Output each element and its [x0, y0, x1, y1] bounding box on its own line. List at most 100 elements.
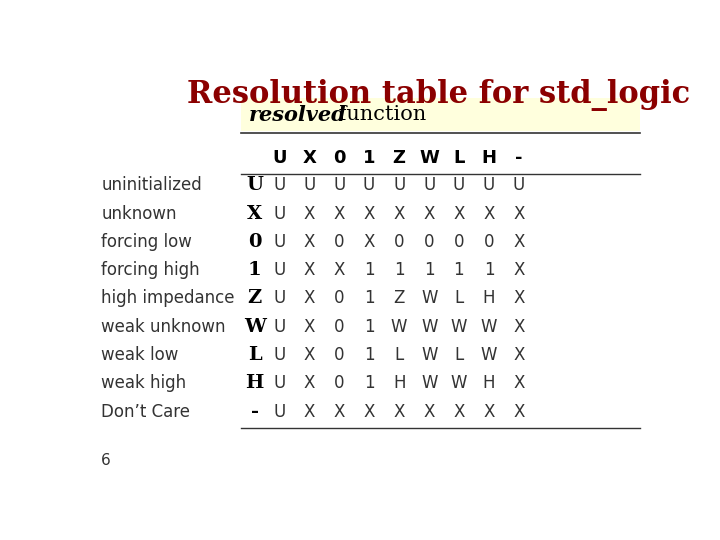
Text: W: W: [451, 318, 467, 336]
Text: X: X: [334, 403, 345, 421]
Text: -: -: [516, 150, 523, 167]
Text: 6: 6: [101, 453, 111, 468]
Text: L: L: [248, 346, 261, 364]
Text: H: H: [393, 374, 405, 392]
Text: X: X: [513, 261, 525, 279]
Text: U: U: [453, 177, 465, 194]
Text: X: X: [364, 233, 374, 251]
Text: uninitialized: uninitialized: [101, 177, 202, 194]
Text: X: X: [304, 374, 315, 392]
Text: W: W: [421, 346, 438, 364]
Text: U: U: [274, 233, 286, 251]
Text: U: U: [513, 177, 525, 194]
Text: X: X: [247, 205, 262, 222]
Text: 0: 0: [333, 150, 346, 167]
Text: 0: 0: [424, 233, 434, 251]
Text: U: U: [423, 177, 436, 194]
Text: Resolution table for std_logic: Resolution table for std_logic: [187, 79, 690, 111]
Text: U: U: [274, 177, 286, 194]
Text: X: X: [513, 318, 525, 336]
Text: X: X: [483, 403, 495, 421]
Text: H: H: [482, 150, 497, 167]
Text: X: X: [304, 403, 315, 421]
Text: high impedance: high impedance: [101, 289, 235, 307]
Text: U: U: [303, 177, 315, 194]
Text: Z: Z: [248, 289, 262, 307]
Text: 1: 1: [364, 374, 374, 392]
Text: X: X: [304, 346, 315, 364]
Text: W: W: [391, 318, 408, 336]
Text: U: U: [274, 205, 286, 222]
Text: 1: 1: [364, 318, 374, 336]
Text: Don’t Care: Don’t Care: [101, 403, 190, 421]
Text: W: W: [451, 374, 467, 392]
Text: 0: 0: [334, 233, 345, 251]
Text: 0: 0: [334, 289, 345, 307]
Text: 0: 0: [334, 318, 345, 336]
FancyBboxPatch shape: [240, 98, 639, 131]
Text: X: X: [334, 261, 345, 279]
Text: forcing high: forcing high: [101, 261, 199, 279]
Text: X: X: [393, 403, 405, 421]
Text: X: X: [334, 205, 345, 222]
Text: X: X: [364, 403, 374, 421]
Text: 1: 1: [424, 261, 435, 279]
Text: L: L: [454, 346, 464, 364]
Text: forcing low: forcing low: [101, 233, 192, 251]
Text: 0: 0: [334, 346, 345, 364]
Text: H: H: [246, 374, 264, 392]
Text: X: X: [513, 346, 525, 364]
Text: U: U: [274, 403, 286, 421]
Text: U: U: [393, 177, 405, 194]
Text: W: W: [419, 150, 439, 167]
Text: X: X: [304, 318, 315, 336]
Text: L: L: [454, 289, 464, 307]
Text: W: W: [421, 374, 438, 392]
Text: weak high: weak high: [101, 374, 186, 392]
Text: weak low: weak low: [101, 346, 179, 364]
Text: L: L: [453, 150, 464, 167]
Text: U: U: [246, 177, 263, 194]
Text: 1: 1: [248, 261, 261, 279]
Text: L: L: [395, 346, 404, 364]
Text: 1: 1: [394, 261, 405, 279]
Text: W: W: [421, 289, 438, 307]
Text: X: X: [513, 289, 525, 307]
Text: U: U: [274, 289, 286, 307]
Text: 0: 0: [334, 374, 345, 392]
Text: X: X: [513, 403, 525, 421]
Text: U: U: [274, 374, 286, 392]
Text: unknown: unknown: [101, 205, 176, 222]
Text: resolved: resolved: [249, 105, 347, 125]
Text: U: U: [363, 177, 375, 194]
Text: -: -: [251, 403, 258, 421]
Text: weak unknown: weak unknown: [101, 318, 225, 336]
Text: X: X: [453, 403, 464, 421]
Text: W: W: [481, 346, 498, 364]
Text: X: X: [513, 374, 525, 392]
Text: X: X: [304, 233, 315, 251]
Text: U: U: [274, 318, 286, 336]
Text: X: X: [302, 150, 316, 167]
Text: X: X: [423, 205, 435, 222]
Text: H: H: [482, 374, 495, 392]
Text: U: U: [333, 177, 346, 194]
Text: X: X: [393, 205, 405, 222]
Text: X: X: [304, 205, 315, 222]
Text: 1: 1: [454, 261, 464, 279]
Text: 1: 1: [364, 261, 374, 279]
Text: X: X: [304, 289, 315, 307]
Text: U: U: [274, 261, 286, 279]
Text: X: X: [364, 205, 374, 222]
Text: U: U: [274, 346, 286, 364]
Text: 0: 0: [394, 233, 405, 251]
Text: W: W: [481, 318, 498, 336]
Text: X: X: [513, 233, 525, 251]
Text: X: X: [423, 403, 435, 421]
Text: Z: Z: [392, 150, 405, 167]
Text: 1: 1: [364, 346, 374, 364]
Text: 0: 0: [484, 233, 494, 251]
Text: 1: 1: [363, 150, 375, 167]
Text: 1: 1: [364, 289, 374, 307]
Text: U: U: [272, 150, 287, 167]
